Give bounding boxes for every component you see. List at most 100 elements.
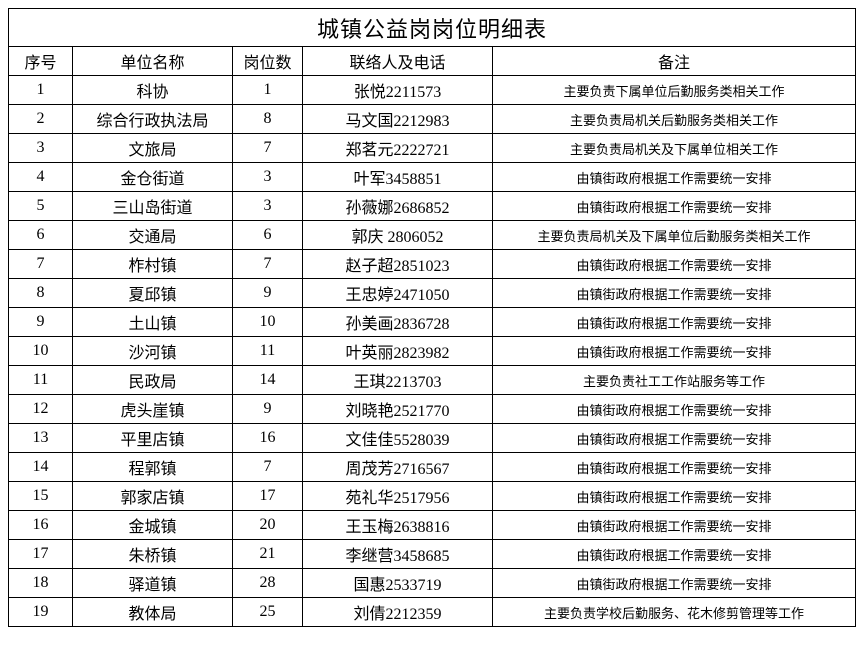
table-row: 19教体局25刘倩2212359主要负责学校后勤服务、花木修剪管理等工作 — [9, 598, 856, 627]
cell-count: 3 — [233, 192, 303, 221]
col-header-count: 岗位数 — [233, 47, 303, 76]
cell-unit: 科协 — [73, 76, 233, 105]
cell-count: 25 — [233, 598, 303, 627]
cell-seq: 17 — [9, 540, 73, 569]
table-row: 4金仓街道3叶军3458851由镇街政府根据工作需要统一安排 — [9, 163, 856, 192]
cell-contact: 王忠婷2471050 — [303, 279, 493, 308]
cell-seq: 14 — [9, 453, 73, 482]
cell-seq: 18 — [9, 569, 73, 598]
cell-seq: 8 — [9, 279, 73, 308]
cell-contact: 孙薇娜2686852 — [303, 192, 493, 221]
table-row: 10沙河镇11叶英丽2823982由镇街政府根据工作需要统一安排 — [9, 337, 856, 366]
table-row: 3文旅局7郑茗元2222721主要负责局机关及下属单位相关工作 — [9, 134, 856, 163]
table-row: 11民政局14王琪2213703主要负责社工工作站服务等工作 — [9, 366, 856, 395]
cell-contact: 刘倩2212359 — [303, 598, 493, 627]
cell-remark: 主要负责下属单位后勤服务类相关工作 — [493, 76, 856, 105]
cell-seq: 7 — [9, 250, 73, 279]
cell-seq: 10 — [9, 337, 73, 366]
cell-unit: 驿道镇 — [73, 569, 233, 598]
title-row: 城镇公益岗岗位明细表 — [9, 9, 856, 47]
cell-remark: 主要负责局机关及下属单位相关工作 — [493, 134, 856, 163]
cell-contact: 王琪2213703 — [303, 366, 493, 395]
cell-seq: 4 — [9, 163, 73, 192]
cell-seq: 6 — [9, 221, 73, 250]
cell-unit: 沙河镇 — [73, 337, 233, 366]
col-header-seq: 序号 — [9, 47, 73, 76]
cell-count: 16 — [233, 424, 303, 453]
cell-seq: 1 — [9, 76, 73, 105]
cell-contact: 周茂芳2716567 — [303, 453, 493, 482]
cell-contact: 马文国2212983 — [303, 105, 493, 134]
cell-unit: 平里店镇 — [73, 424, 233, 453]
cell-unit: 综合行政执法局 — [73, 105, 233, 134]
cell-count: 17 — [233, 482, 303, 511]
cell-contact: 叶军3458851 — [303, 163, 493, 192]
cell-count: 1 — [233, 76, 303, 105]
cell-seq: 11 — [9, 366, 73, 395]
cell-unit: 郭家店镇 — [73, 482, 233, 511]
table-row: 15郭家店镇17苑礼华2517956由镇街政府根据工作需要统一安排 — [9, 482, 856, 511]
cell-remark: 由镇街政府根据工作需要统一安排 — [493, 250, 856, 279]
cell-seq: 5 — [9, 192, 73, 221]
cell-contact: 张悦2211573 — [303, 76, 493, 105]
table-row: 17朱桥镇21李继营3458685由镇街政府根据工作需要统一安排 — [9, 540, 856, 569]
col-header-remark: 备注 — [493, 47, 856, 76]
cell-remark: 主要负责学校后勤服务、花木修剪管理等工作 — [493, 598, 856, 627]
cell-contact: 文佳佳5528039 — [303, 424, 493, 453]
table-row: 13平里店镇16文佳佳5528039由镇街政府根据工作需要统一安排 — [9, 424, 856, 453]
cell-count: 7 — [233, 250, 303, 279]
cell-count: 7 — [233, 134, 303, 163]
cell-remark: 主要负责局机关后勤服务类相关工作 — [493, 105, 856, 134]
cell-remark: 由镇街政府根据工作需要统一安排 — [493, 163, 856, 192]
cell-remark: 由镇街政府根据工作需要统一安排 — [493, 424, 856, 453]
cell-seq: 15 — [9, 482, 73, 511]
cell-remark: 主要负责局机关及下属单位后勤服务类相关工作 — [493, 221, 856, 250]
detail-table: 城镇公益岗岗位明细表 序号 单位名称 岗位数 联络人及电话 备注 1科协1张悦2… — [8, 8, 856, 627]
cell-unit: 程郭镇 — [73, 453, 233, 482]
cell-remark: 主要负责社工工作站服务等工作 — [493, 366, 856, 395]
cell-contact: 李继营3458685 — [303, 540, 493, 569]
table-row: 8夏邱镇9王忠婷2471050由镇街政府根据工作需要统一安排 — [9, 279, 856, 308]
cell-contact: 苑礼华2517956 — [303, 482, 493, 511]
cell-unit: 夏邱镇 — [73, 279, 233, 308]
table-row: 12虎头崖镇9刘晓艳2521770由镇街政府根据工作需要统一安排 — [9, 395, 856, 424]
cell-count: 9 — [233, 395, 303, 424]
cell-seq: 13 — [9, 424, 73, 453]
col-header-contact: 联络人及电话 — [303, 47, 493, 76]
cell-seq: 19 — [9, 598, 73, 627]
table-row: 9土山镇10孙美画2836728由镇街政府根据工作需要统一安排 — [9, 308, 856, 337]
cell-unit: 朱桥镇 — [73, 540, 233, 569]
cell-remark: 由镇街政府根据工作需要统一安排 — [493, 395, 856, 424]
table-body: 1科协1张悦2211573主要负责下属单位后勤服务类相关工作2综合行政执法局8马… — [9, 76, 856, 627]
cell-unit: 金仓街道 — [73, 163, 233, 192]
cell-contact: 刘晓艳2521770 — [303, 395, 493, 424]
cell-unit: 金城镇 — [73, 511, 233, 540]
cell-count: 28 — [233, 569, 303, 598]
cell-contact: 王玉梅2638816 — [303, 511, 493, 540]
table-row: 14程郭镇7周茂芳2716567由镇街政府根据工作需要统一安排 — [9, 453, 856, 482]
cell-remark: 由镇街政府根据工作需要统一安排 — [493, 482, 856, 511]
cell-seq: 16 — [9, 511, 73, 540]
cell-unit: 文旅局 — [73, 134, 233, 163]
table-row: 6交通局6郭庆 2806052主要负责局机关及下属单位后勤服务类相关工作 — [9, 221, 856, 250]
table-row: 16金城镇20王玉梅2638816由镇街政府根据工作需要统一安排 — [9, 511, 856, 540]
table-row: 7柞村镇7赵子超2851023由镇街政府根据工作需要统一安排 — [9, 250, 856, 279]
cell-unit: 交通局 — [73, 221, 233, 250]
cell-remark: 由镇街政府根据工作需要统一安排 — [493, 511, 856, 540]
cell-contact: 国惠2533719 — [303, 569, 493, 598]
cell-count: 3 — [233, 163, 303, 192]
cell-count: 6 — [233, 221, 303, 250]
cell-count: 9 — [233, 279, 303, 308]
cell-unit: 教体局 — [73, 598, 233, 627]
cell-seq: 2 — [9, 105, 73, 134]
cell-contact: 叶英丽2823982 — [303, 337, 493, 366]
cell-remark: 由镇街政府根据工作需要统一安排 — [493, 569, 856, 598]
header-row: 序号 单位名称 岗位数 联络人及电话 备注 — [9, 47, 856, 76]
cell-remark: 由镇街政府根据工作需要统一安排 — [493, 192, 856, 221]
cell-unit: 土山镇 — [73, 308, 233, 337]
cell-unit: 三山岛街道 — [73, 192, 233, 221]
cell-contact: 郭庆 2806052 — [303, 221, 493, 250]
cell-count: 21 — [233, 540, 303, 569]
cell-count: 14 — [233, 366, 303, 395]
cell-count: 10 — [233, 308, 303, 337]
